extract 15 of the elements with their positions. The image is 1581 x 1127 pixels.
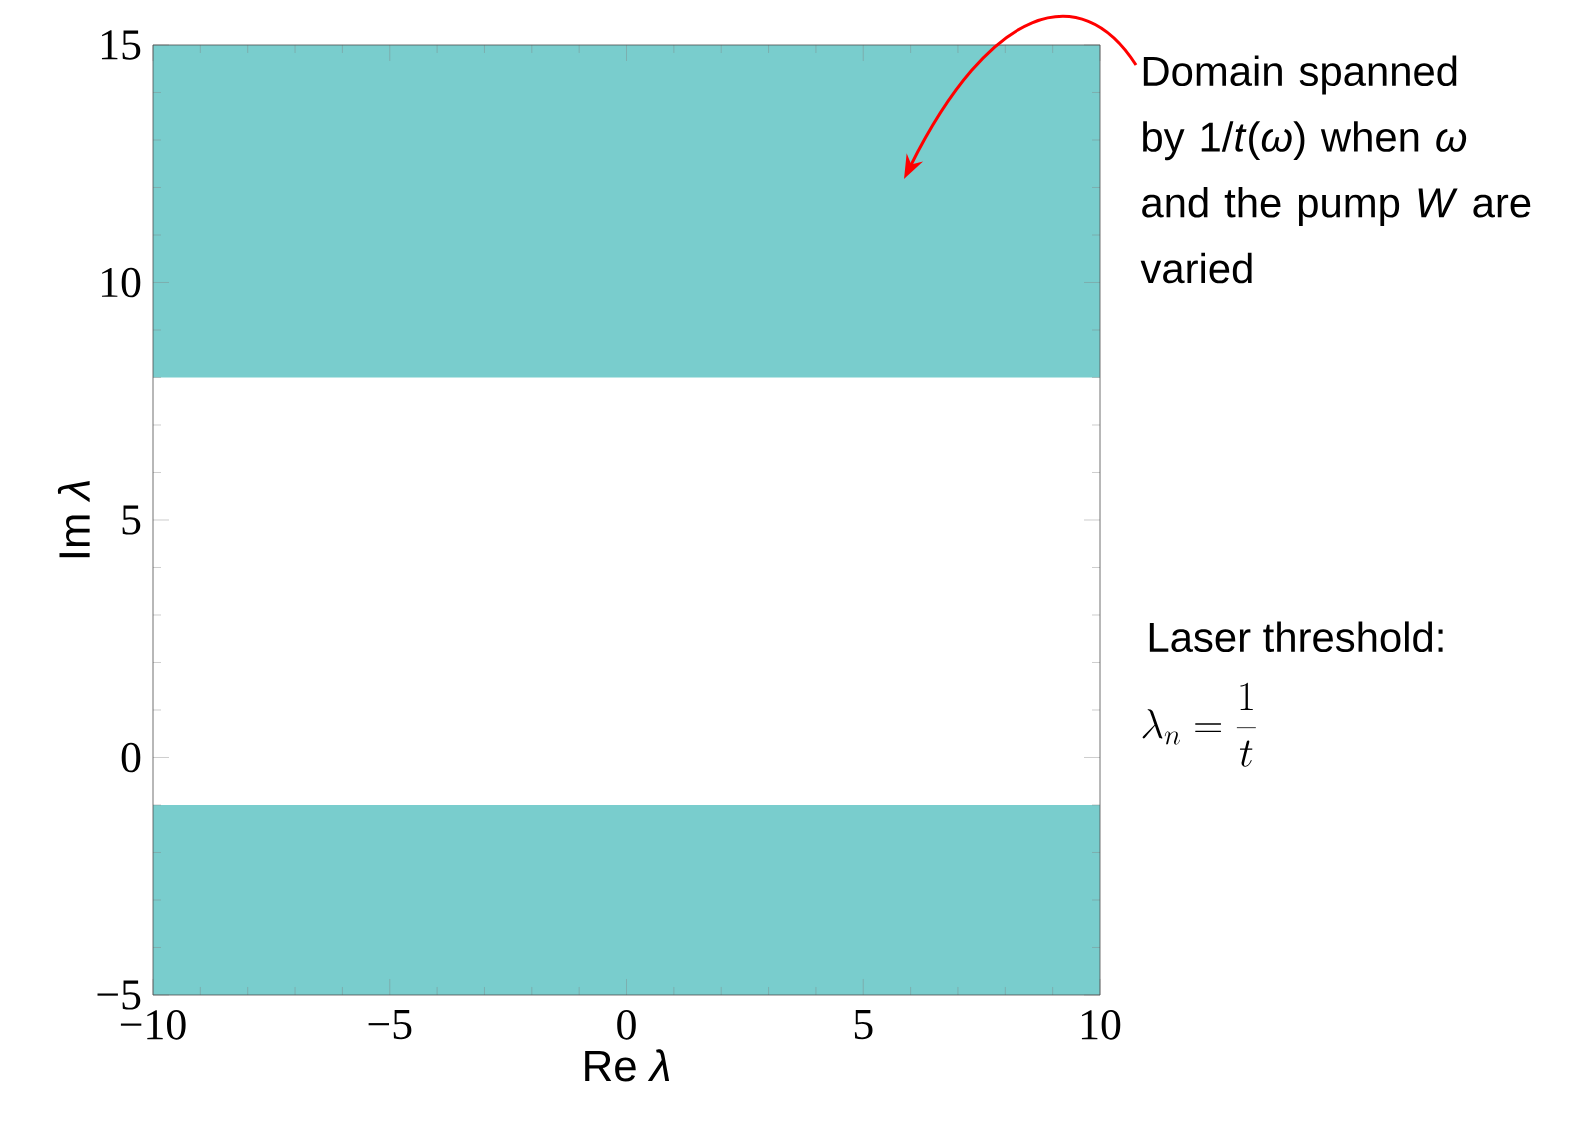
- text: Laser threshold:: [1149, 621, 1443, 653]
- x-tick-label: −10: [120, 1010, 186, 1040]
- x-axis-title: Re λ: [585, 1049, 670, 1082]
- text: $\lambda_n = \frac{1}{t}$: [1142, 682, 1256, 767]
- y-tick-label: 0: [121, 742, 141, 773]
- y-axis-title: Im λ: [57, 481, 90, 558]
- y-tick-label: −5: [97, 980, 141, 1010]
- text: Domain spanned by 1/t(ω) when ω and the pump W are varied: [1140, 55, 1531, 284]
- y-tick-label: 15: [101, 30, 141, 60]
- x-tick-label: 0: [617, 1010, 636, 1040]
- x-tick-label: 5: [854, 1010, 873, 1040]
- y-tick-label: 5: [122, 505, 141, 535]
- x-tick-label: −5: [368, 1010, 412, 1040]
- x-tick-label: 10: [1081, 1010, 1121, 1040]
- y-tick-label: 10: [101, 267, 141, 298]
